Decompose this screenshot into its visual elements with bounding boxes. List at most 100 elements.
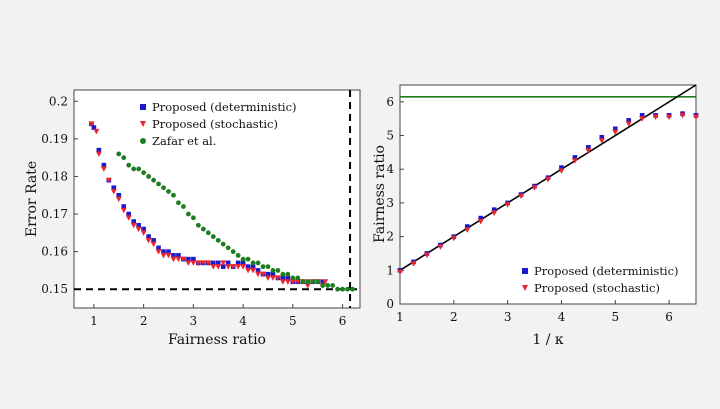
left-legend: Proposed (deterministic) Proposed (stoch… bbox=[140, 100, 297, 148]
left-point-proposed-deterministic bbox=[146, 234, 151, 239]
left-point-proposed-stochastic bbox=[135, 226, 142, 233]
right-legend-marker-stochastic bbox=[522, 285, 528, 291]
left-reference-lines bbox=[74, 90, 360, 308]
right-legend: Proposed (deterministic) Proposed (stoch… bbox=[522, 264, 679, 295]
right-point-proposed-deterministic bbox=[612, 126, 618, 132]
right-y-tick-label: 3 bbox=[386, 196, 394, 210]
left-legend-marker-deterministic bbox=[140, 104, 146, 110]
left-point-zafar-et-al bbox=[176, 200, 181, 206]
right-x-ticks: 1 2 3 4 5 6 bbox=[396, 300, 673, 324]
left-point-zafar-et-al bbox=[270, 268, 276, 273]
left-point-zafar-et-al bbox=[250, 260, 256, 266]
left-point-zafar-et-al bbox=[280, 271, 286, 277]
left-point-proposed-deterministic bbox=[280, 275, 286, 281]
left-point-proposed-stochastic bbox=[205, 260, 212, 266]
left-point-proposed-deterministic bbox=[161, 249, 166, 254]
left-point-proposed-deterministic bbox=[245, 264, 251, 269]
right-legend-label-deterministic: Proposed (deterministic) bbox=[534, 264, 679, 278]
left-point-proposed-stochastic bbox=[235, 264, 242, 270]
left-point-proposed-deterministic bbox=[136, 223, 141, 228]
right-point-proposed-stochastic bbox=[450, 235, 457, 242]
left-point-zafar-et-al bbox=[245, 256, 251, 262]
right-y-tick-label: 2 bbox=[386, 230, 394, 244]
left-point-proposed-stochastic bbox=[145, 237, 152, 244]
left-point-zafar-et-al bbox=[210, 234, 216, 239]
left-point-zafar-et-al bbox=[300, 279, 306, 285]
right-point-proposed-stochastic bbox=[531, 185, 538, 191]
left-x-tick-label: 4 bbox=[239, 314, 247, 328]
left-point-zafar-et-al bbox=[310, 279, 316, 285]
right-point-proposed-deterministic bbox=[599, 134, 605, 140]
left-point-zafar-et-al bbox=[146, 174, 152, 179]
left-point-proposed-deterministic bbox=[116, 192, 122, 198]
right-point-proposed-deterministic bbox=[639, 113, 645, 118]
left-y-tick-label: 0.2 bbox=[49, 94, 68, 108]
left-point-proposed-deterministic bbox=[176, 253, 181, 258]
left-point-proposed-stochastic bbox=[279, 279, 286, 285]
right-point-proposed-stochastic bbox=[410, 261, 417, 267]
left-point-zafar-et-al bbox=[330, 283, 336, 288]
left-point-proposed-deterministic bbox=[166, 249, 171, 254]
left-point-proposed-stochastic bbox=[245, 267, 252, 274]
right-x-tick-label: 4 bbox=[558, 310, 566, 324]
right-point-proposed-stochastic bbox=[625, 121, 632, 127]
left-plot-area bbox=[73, 89, 361, 309]
left-point-proposed-deterministic bbox=[255, 268, 261, 273]
right-y-tick-label: 6 bbox=[386, 95, 394, 109]
left-point-proposed-stochastic bbox=[190, 260, 197, 266]
left-point-proposed-deterministic bbox=[220, 264, 226, 269]
left-point-proposed-stochastic bbox=[165, 252, 172, 259]
right-point-proposed-deterministic bbox=[626, 118, 632, 123]
right-point-proposed-deterministic bbox=[572, 155, 578, 160]
left-point-zafar-et-al bbox=[285, 271, 291, 277]
left-point-proposed-stochastic bbox=[170, 256, 177, 263]
left-point-proposed-stochastic bbox=[255, 271, 262, 278]
left-point-zafar-et-al bbox=[186, 211, 191, 217]
right-x-tick-label: 5 bbox=[611, 310, 619, 324]
left-point-proposed-stochastic bbox=[322, 279, 329, 285]
left-point-proposed-stochastic bbox=[269, 275, 276, 281]
right-point-proposed-stochastic bbox=[518, 193, 525, 200]
left-point-proposed-stochastic bbox=[125, 215, 132, 221]
left-point-zafar-et-al bbox=[131, 166, 137, 172]
right-x-tick-label: 3 bbox=[504, 310, 512, 324]
left-point-proposed-deterministic bbox=[250, 264, 256, 269]
left-point-proposed-stochastic bbox=[110, 188, 117, 195]
right-point-proposed-stochastic bbox=[437, 244, 444, 250]
right-point-proposed-stochastic bbox=[639, 116, 646, 122]
left-point-zafar-et-al bbox=[290, 275, 296, 281]
left-point-proposed-deterministic bbox=[151, 238, 156, 243]
left-point-proposed-deterministic bbox=[186, 256, 191, 262]
left-point-zafar-et-al bbox=[181, 204, 186, 209]
right-point-proposed-deterministic bbox=[464, 224, 470, 229]
right-legend-label-stochastic: Proposed (stochastic) bbox=[534, 281, 660, 295]
left-legend-label-zafar: Zafar et al. bbox=[152, 134, 216, 148]
left-point-proposed-deterministic bbox=[225, 260, 231, 266]
left-point-proposed-deterministic bbox=[235, 260, 241, 266]
left-point-proposed-stochastic bbox=[294, 279, 301, 285]
left-point-proposed-stochastic bbox=[95, 151, 102, 157]
left-point-zafar-et-al bbox=[295, 275, 301, 281]
left-point-proposed-deterministic bbox=[111, 185, 117, 191]
left-y-tick-label: 0.16 bbox=[41, 245, 68, 259]
right-point-proposed-stochastic bbox=[464, 227, 471, 233]
left-point-proposed-stochastic bbox=[250, 267, 257, 274]
left-point-proposed-deterministic bbox=[131, 219, 136, 224]
left-point-proposed-stochastic bbox=[274, 275, 281, 281]
left-point-zafar-et-al bbox=[161, 185, 166, 191]
left-legend-label-stochastic: Proposed (stochastic) bbox=[152, 117, 278, 131]
left-legend-marker-zafar bbox=[140, 138, 146, 144]
right-point-proposed-stochastic bbox=[423, 252, 430, 259]
left-point-proposed-deterministic bbox=[191, 256, 196, 262]
left-point-proposed-stochastic bbox=[215, 264, 222, 270]
left-point-proposed-stochastic bbox=[210, 264, 217, 270]
right-point-proposed-stochastic bbox=[652, 114, 659, 121]
left-point-zafar-et-al bbox=[121, 155, 127, 161]
left-point-proposed-deterministic bbox=[121, 204, 127, 209]
left-point-proposed-deterministic bbox=[285, 275, 291, 281]
right-point-proposed-stochastic bbox=[545, 176, 551, 183]
right-point-proposed-deterministic bbox=[478, 215, 484, 221]
